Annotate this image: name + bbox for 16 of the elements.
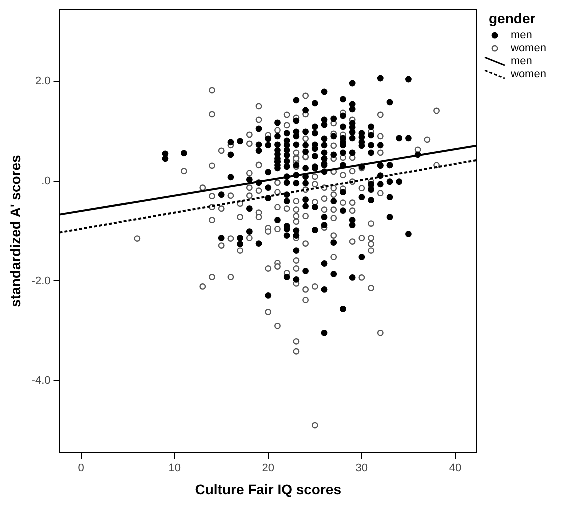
y-axis-title: standardized A' scores — [7, 154, 24, 308]
x-tick-label: 10 — [168, 462, 181, 475]
y-tick-label: .0 — [42, 175, 51, 188]
x-axis-title: Culture Fair IQ scores — [195, 481, 342, 498]
legend-label: men — [511, 30, 532, 42]
y-tick-label: -4.0 — [32, 375, 51, 388]
legend-title: gender — [489, 10, 536, 26]
x-tick-label: 20 — [262, 462, 274, 475]
y-tick-label: 2.0 — [35, 76, 51, 88]
legend-label: women — [510, 68, 546, 81]
x-tick-label: 0 — [78, 462, 84, 475]
x-tick-label: 30 — [356, 462, 368, 475]
x-tick-label: 40 — [449, 462, 462, 475]
legend-label: women — [510, 42, 546, 55]
y-tick-label: -2.0 — [32, 275, 51, 288]
legend-label: men — [511, 56, 532, 68]
